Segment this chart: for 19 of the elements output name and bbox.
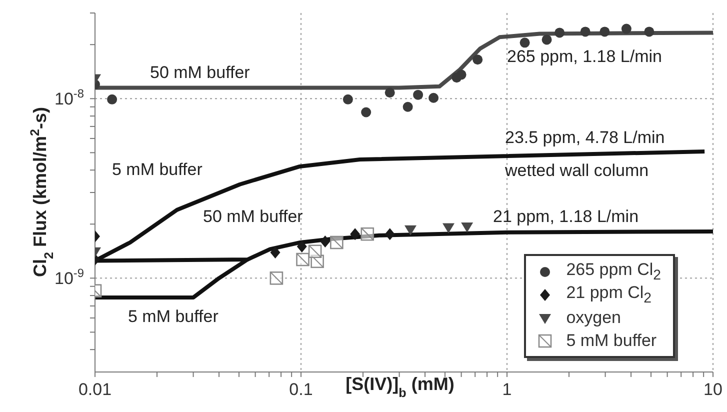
- annotation: 5 mM buffer: [112, 160, 203, 179]
- legend-label: oxygen: [566, 308, 622, 328]
- annotation: 21 ppm, 1.18 L/min: [493, 207, 639, 226]
- annotation: 50 mM buffer: [150, 63, 250, 82]
- y-tick-label: 10$^{-8}$: [54, 86, 84, 109]
- annotation: 5 mM buffer: [128, 307, 219, 326]
- y-tick-label: 10$^{-9}$: [54, 266, 84, 288]
- x-tick-label: 0.01: [78, 380, 112, 399]
- legend-label: 265 ppm Cl$_{2}$: [566, 260, 661, 284]
- annotation: 265 ppm, 1.18 L/min: [507, 47, 662, 66]
- annotation: wetted wall column: [504, 161, 649, 180]
- annotation: 50 mM buffer: [203, 207, 304, 226]
- x-tick-label: 10: [704, 380, 722, 399]
- legend-label: 5 mM buffer: [566, 330, 657, 350]
- x-tick-label: 1: [502, 380, 512, 399]
- legend-label: 21 ppm Cl$_{2}$: [566, 282, 652, 306]
- annotation: 23.5 ppm, 4.78 L/min: [505, 128, 665, 147]
- x-tick-label: 0.1: [289, 380, 313, 399]
- x-axis-title: [S(IV)]$_{b}$ (mM): [346, 374, 454, 400]
